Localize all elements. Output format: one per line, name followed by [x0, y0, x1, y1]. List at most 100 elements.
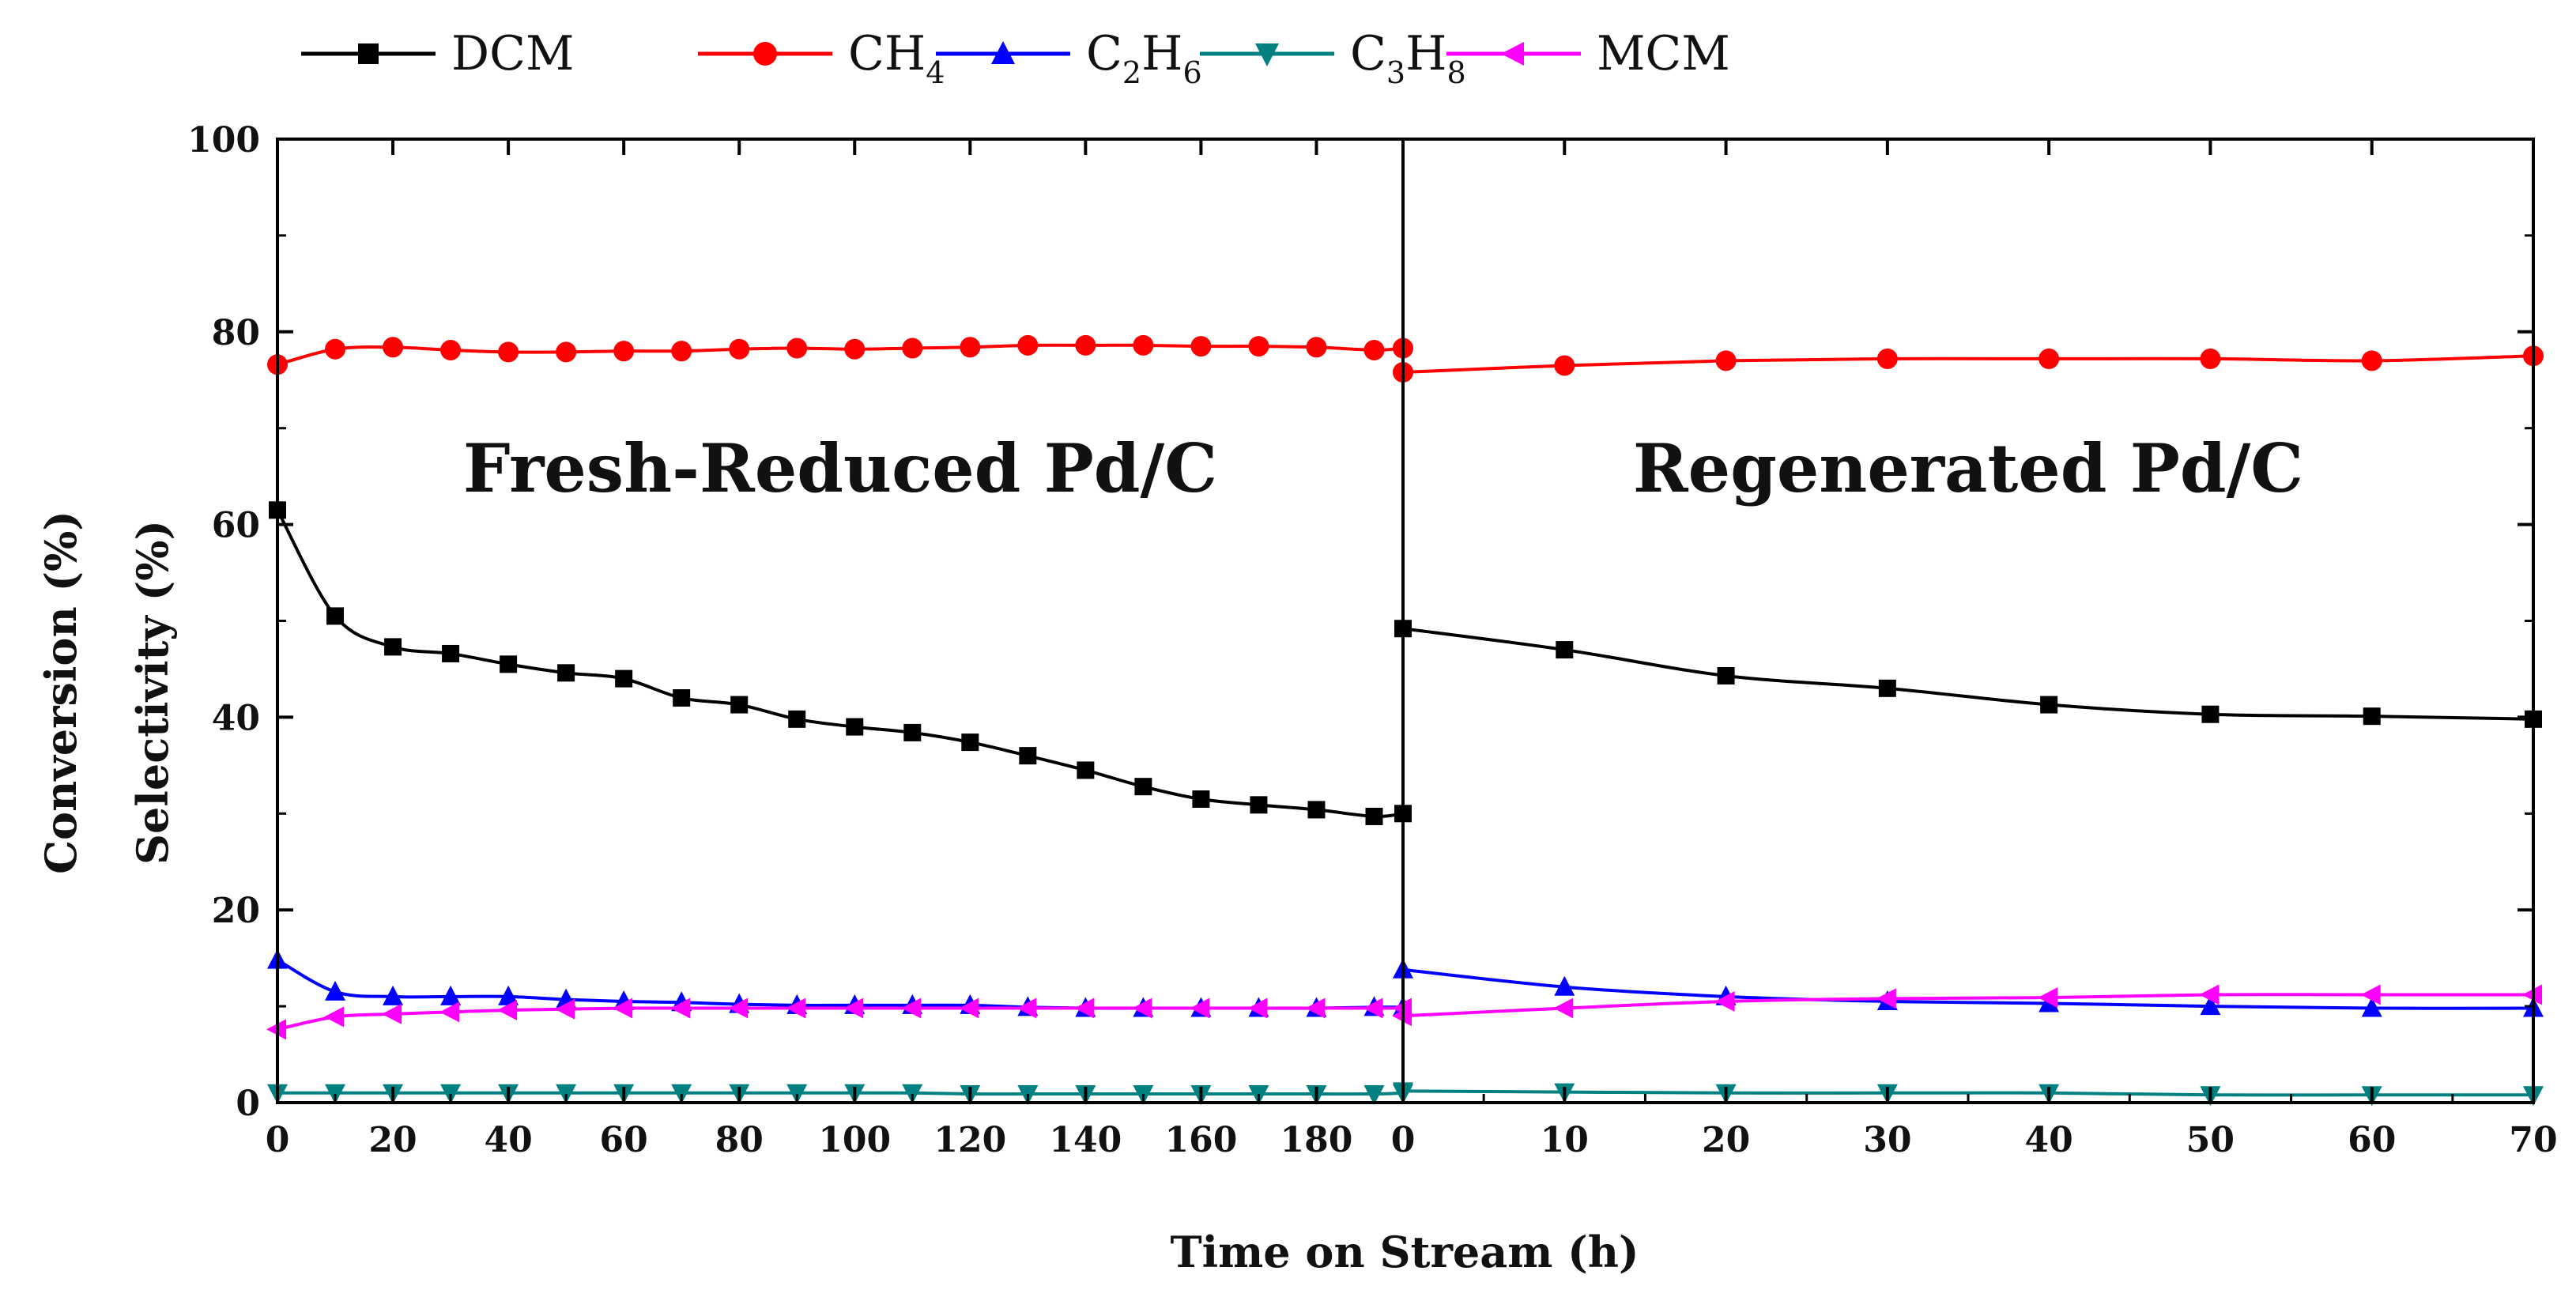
legend-c3h8-label: C3H8: [1350, 26, 1466, 90]
panel-1-mcm-point: [843, 997, 864, 1019]
panel-2-dcm-point: [2201, 705, 2220, 723]
panel-1-c2h6-point: [325, 980, 346, 1001]
panel-1-dcm-point: [1077, 761, 1095, 779]
panel-2-dcm-point: [1556, 641, 1574, 659]
legend-c3h8-marker: [1255, 43, 1279, 66]
legend: DCM CH4 C2H6 C3H8 MCM: [301, 26, 1730, 90]
legend-mcm-marker: [1501, 42, 1524, 66]
panel-2: Regenerated Pd/C: [1392, 345, 2544, 1107]
panel-2-mcm-point: [1553, 997, 1574, 1019]
panel-1-ch4-point: [1075, 334, 1096, 356]
panel-1-x-tick-label: 0: [266, 1120, 290, 1160]
legend-dcm-marker: [358, 43, 379, 64]
y-tick-label: 100: [187, 120, 260, 160]
panel-2-c2h6-line: [1402, 967, 2534, 1010]
panel-1-ch4-point: [671, 341, 692, 362]
panel-1-c2h6-point: [498, 985, 519, 1005]
panel-1-ch4-point: [1306, 337, 1327, 358]
panel-2-ch4-point: [2200, 348, 2221, 369]
panel-1-dcm-point: [788, 710, 806, 728]
legend-item-dcm: DCM: [301, 26, 574, 81]
panel-1-title: Fresh-Reduced Pd/C: [463, 429, 1217, 507]
panel-1-ch4-point: [1133, 334, 1154, 356]
panel-1-mcm-point: [901, 997, 922, 1019]
x-axis-title: Time on Stream (h): [1170, 1227, 1639, 1277]
panel-2-dcm-point: [1717, 666, 1735, 684]
panel-2-x-tick-label: 40: [2025, 1120, 2073, 1160]
panel-1-ch4-point: [498, 341, 519, 363]
panel-2-dcm-point: [1878, 679, 1896, 697]
panel-1-x-tick-label: 140: [1049, 1120, 1122, 1160]
panel-1-mcm-point: [1247, 997, 1268, 1019]
panel-2-x-tick-label: 10: [1541, 1120, 1589, 1160]
panel-2-x-tick-label: 50: [2186, 1120, 2235, 1160]
panel-1-ch4-point: [1248, 336, 1269, 357]
panel-2-mcm-point: [2038, 987, 2058, 1009]
panel-2-ch4-point: [2361, 350, 2382, 371]
panel-1-mcm-point: [1074, 997, 1095, 1019]
panel-1-mcm-point: [959, 997, 979, 1019]
panel-1-mcm-point: [1363, 997, 1383, 1019]
y-axis-title-selectivity: Selectivity (%): [127, 520, 178, 865]
panel-1-ch4-point: [902, 338, 923, 359]
y-tick-label: 80: [212, 313, 260, 353]
panel-1-dcm-point: [1365, 807, 1383, 825]
panel-2-x-tick-label: 20: [1702, 1120, 1750, 1160]
panel-1-ch4-point: [1017, 334, 1039, 356]
panel-2-x-tick-label: 30: [1863, 1120, 1911, 1160]
panel-1-dcm-point: [326, 607, 345, 625]
panel-1-mcm-point: [497, 999, 518, 1020]
panel-1-mcm-point: [670, 997, 691, 1019]
panel-1-x-tick-label: 40: [484, 1120, 532, 1160]
panel-2-c2h6-point: [2361, 997, 2382, 1017]
panel-1-dcm-point: [1134, 778, 1152, 796]
panel-2-c3h8-line: [1402, 1089, 2533, 1097]
y-axis-title-conversion: Conversion (%): [36, 511, 86, 874]
panel-1-ch4-point: [556, 341, 577, 363]
panel-1-mcm-point: [324, 1006, 345, 1028]
legend-c2h6-label: C2H6: [1086, 26, 1202, 90]
panel-2-ch4-point: [2039, 348, 2060, 369]
axes: 0 20 40 60 80 100 0 20 40 60 80 100 120 140 160 180 0 10 2…: [187, 120, 2557, 1160]
legend-c2h6-marker: [991, 41, 1015, 64]
panel-1-mcm-point: [1016, 997, 1037, 1019]
legend-item-c3h8: C3H8: [1200, 26, 1466, 90]
panel-1-dcm-point: [384, 638, 402, 656]
panel-1-ch4-point: [325, 338, 346, 360]
panel-1-c2h6-point: [440, 985, 462, 1005]
panel-1-dcm-point: [442, 644, 460, 662]
panel-1-dcm-point: [846, 718, 864, 736]
y-tick-label: 20: [212, 891, 260, 931]
panel-1-mcm-point: [439, 1001, 460, 1023]
panel-2-dcm-point: [2363, 707, 2381, 726]
panel-1-ch4-point: [960, 337, 981, 358]
panel-2-ch4-point: [1876, 348, 1898, 369]
panel-2-mcm-line: [1402, 993, 2533, 1018]
panel-1-mcm-point: [1132, 997, 1152, 1019]
panel-1-dcm-point: [730, 696, 749, 714]
panel-2-x-tick-label: 70: [2509, 1120, 2557, 1160]
plot-area: Fresh-Reduced Pd/C Regenerated Pd/C: [266, 334, 2544, 1107]
panel-1-x-tick-label: 80: [715, 1120, 764, 1160]
legend-item-ch4: CH4: [698, 26, 945, 90]
panel-2-mcm-point: [2199, 984, 2220, 1005]
panel-1-dcm-point: [1307, 801, 1326, 819]
panel-1-ch4-point: [1363, 339, 1385, 360]
panel-2-title: Regenerated Pd/C: [1633, 429, 2303, 507]
legend-item-mcm: MCM: [1446, 26, 1730, 81]
panel-1-c3h8-point: [1363, 1085, 1385, 1106]
panel-1-x-tick-label: 100: [818, 1120, 891, 1160]
legend-dcm-label: DCM: [451, 26, 574, 81]
panel-1-ch4-point: [729, 338, 750, 360]
panel-1-mcm-point: [728, 997, 749, 1019]
y-tick-label: 40: [212, 698, 260, 738]
panel-1-ch4-point: [383, 337, 404, 358]
panel-1-dcm-point: [1192, 790, 1210, 809]
panel-2-x-tick-label: 0: [1391, 1120, 1416, 1160]
panel-1-dcm-point: [961, 733, 979, 752]
panel-2-mcm-point: [1876, 988, 1896, 1009]
panel-1-ch4-point: [1190, 336, 1212, 357]
panel-1: Fresh-Reduced Pd/C: [266, 334, 1413, 1106]
panel-1-mcm-point: [555, 998, 575, 1020]
